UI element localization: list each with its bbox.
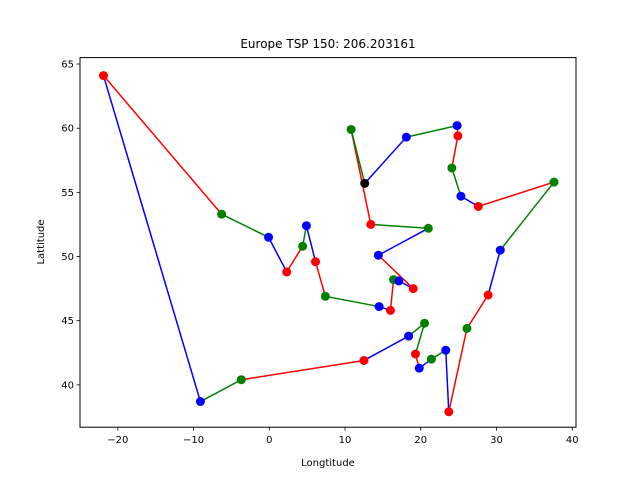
city-point-23 <box>264 232 274 242</box>
route-segment-9 <box>466 294 489 329</box>
route-segment-7 <box>499 181 555 251</box>
city-point-17 <box>404 331 414 341</box>
city-point-29 <box>374 302 384 312</box>
y-tick-label: 65 <box>61 60 74 71</box>
city-point-10 <box>462 323 472 333</box>
city-point-0 <box>360 178 370 188</box>
x-axis: −20 −10 0 10 20 30 40 <box>107 427 579 446</box>
city-point-11 <box>444 407 454 417</box>
x-tick-label: −10 <box>183 435 204 446</box>
city-point-27 <box>311 257 321 267</box>
y-tick-label: 60 <box>61 124 74 135</box>
x-axis-label: Longtitude <box>301 458 355 469</box>
plot-frame <box>79 57 577 428</box>
route-segment-22 <box>221 213 269 238</box>
city-point-25 <box>298 241 308 251</box>
city-point-4 <box>447 163 457 173</box>
city-point-18 <box>359 355 369 365</box>
city-point-22 <box>217 209 227 219</box>
y-tick-label: 45 <box>61 316 74 327</box>
city-point-9 <box>483 290 493 300</box>
route-segment-8 <box>487 249 501 296</box>
chart-title: Europe TSP 150: 206.203161 <box>240 37 415 51</box>
route-segment-19 <box>200 379 242 403</box>
city-point-30 <box>385 305 395 315</box>
route-segment-35 <box>370 223 429 230</box>
city-point-16 <box>420 318 430 328</box>
route-segment-3 <box>451 135 459 169</box>
city-point-1 <box>401 132 411 142</box>
route-segment-21 <box>102 75 223 215</box>
route-segment-10 <box>448 328 468 412</box>
route-segment-23 <box>267 236 288 273</box>
route-segment-33 <box>377 254 414 290</box>
city-point-28 <box>320 291 330 301</box>
route-segment-1 <box>406 124 458 138</box>
route-segment-24 <box>286 245 304 273</box>
city-point-26 <box>301 221 311 231</box>
x-tick-label: −20 <box>107 435 128 446</box>
route-segment-4 <box>451 167 462 197</box>
plot-area <box>98 71 559 417</box>
city-point-12 <box>441 345 451 355</box>
city-point-6 <box>473 201 483 211</box>
route-segment-11 <box>445 350 450 412</box>
city-point-34 <box>373 250 383 260</box>
y-axis-label: Lattitude <box>36 219 47 264</box>
route-segment-26 <box>305 225 317 262</box>
route-segment-37 <box>350 129 366 184</box>
route-segment-20 <box>102 75 202 402</box>
route-segment-28 <box>325 295 380 308</box>
city-point-36 <box>366 219 376 229</box>
route-segment-17 <box>363 335 410 362</box>
route-segment-6 <box>478 181 555 208</box>
y-tick-label: 40 <box>61 380 74 391</box>
x-tick-label: 40 <box>566 435 579 446</box>
y-axis: 40 45 50 55 60 65 <box>61 60 80 391</box>
x-tick-label: 30 <box>490 435 503 446</box>
city-point-24 <box>282 267 292 277</box>
city-point-32 <box>394 276 404 286</box>
x-tick-label: 20 <box>414 435 427 446</box>
route-segment-34 <box>378 227 429 256</box>
y-tick-label: 50 <box>61 252 74 263</box>
city-point-14 <box>414 363 424 373</box>
city-point-35 <box>423 223 433 233</box>
city-point-5 <box>456 191 466 201</box>
city-point-3 <box>453 131 463 141</box>
route-segment-15 <box>414 323 426 355</box>
route-segment-18 <box>241 359 365 381</box>
city-point-13 <box>426 354 436 364</box>
city-point-37 <box>346 124 356 134</box>
route-segment-30 <box>389 279 395 311</box>
x-tick-label: 10 <box>339 435 352 446</box>
x-tick-label: 0 <box>266 435 272 446</box>
route-segment-27 <box>314 261 327 297</box>
route-segment-0 <box>364 136 407 184</box>
y-tick-label: 55 <box>61 188 74 199</box>
city-point-33 <box>408 284 418 294</box>
city-point-8 <box>495 245 505 255</box>
city-point-20 <box>195 397 205 407</box>
city-point-15 <box>410 349 420 359</box>
city-point-19 <box>236 375 246 385</box>
city-point-7 <box>549 177 559 187</box>
city-point-21 <box>98 71 108 81</box>
city-point-2 <box>452 121 462 131</box>
